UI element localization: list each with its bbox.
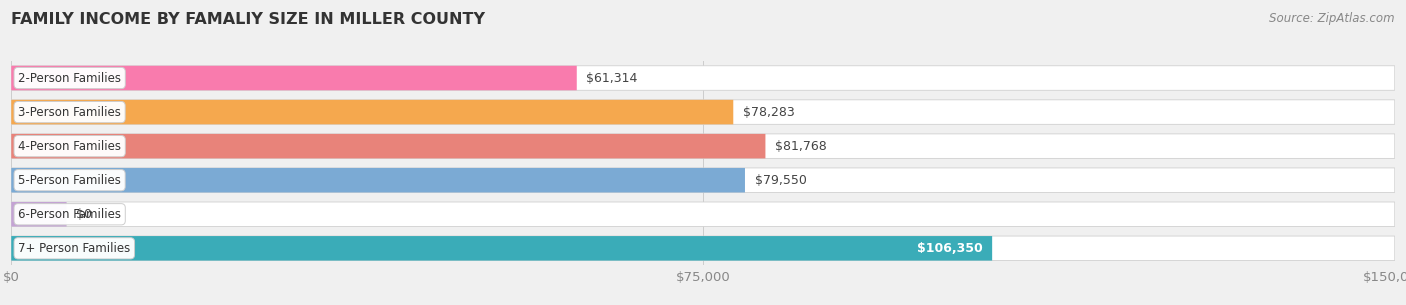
FancyBboxPatch shape	[11, 168, 1395, 192]
Text: $79,550: $79,550	[755, 174, 807, 187]
FancyBboxPatch shape	[11, 202, 66, 227]
Text: 4-Person Families: 4-Person Families	[18, 140, 121, 152]
Text: 2-Person Families: 2-Person Families	[18, 72, 121, 84]
FancyBboxPatch shape	[11, 168, 745, 192]
FancyBboxPatch shape	[11, 236, 1395, 260]
Text: $78,283: $78,283	[742, 106, 794, 119]
FancyBboxPatch shape	[11, 100, 734, 124]
Text: 7+ Person Families: 7+ Person Families	[18, 242, 131, 255]
FancyBboxPatch shape	[11, 236, 993, 260]
FancyBboxPatch shape	[11, 66, 576, 90]
FancyBboxPatch shape	[11, 202, 1395, 227]
Text: $0: $0	[76, 208, 93, 221]
Text: FAMILY INCOME BY FAMALIY SIZE IN MILLER COUNTY: FAMILY INCOME BY FAMALIY SIZE IN MILLER …	[11, 12, 485, 27]
FancyBboxPatch shape	[11, 134, 765, 158]
FancyBboxPatch shape	[11, 134, 1395, 158]
Text: 3-Person Families: 3-Person Families	[18, 106, 121, 119]
Text: $61,314: $61,314	[586, 72, 638, 84]
Text: $106,350: $106,350	[917, 242, 983, 255]
Text: 6-Person Families: 6-Person Families	[18, 208, 121, 221]
FancyBboxPatch shape	[11, 66, 1395, 90]
FancyBboxPatch shape	[11, 100, 1395, 124]
Text: 5-Person Families: 5-Person Families	[18, 174, 121, 187]
Text: Source: ZipAtlas.com: Source: ZipAtlas.com	[1270, 12, 1395, 25]
Text: $81,768: $81,768	[775, 140, 827, 152]
